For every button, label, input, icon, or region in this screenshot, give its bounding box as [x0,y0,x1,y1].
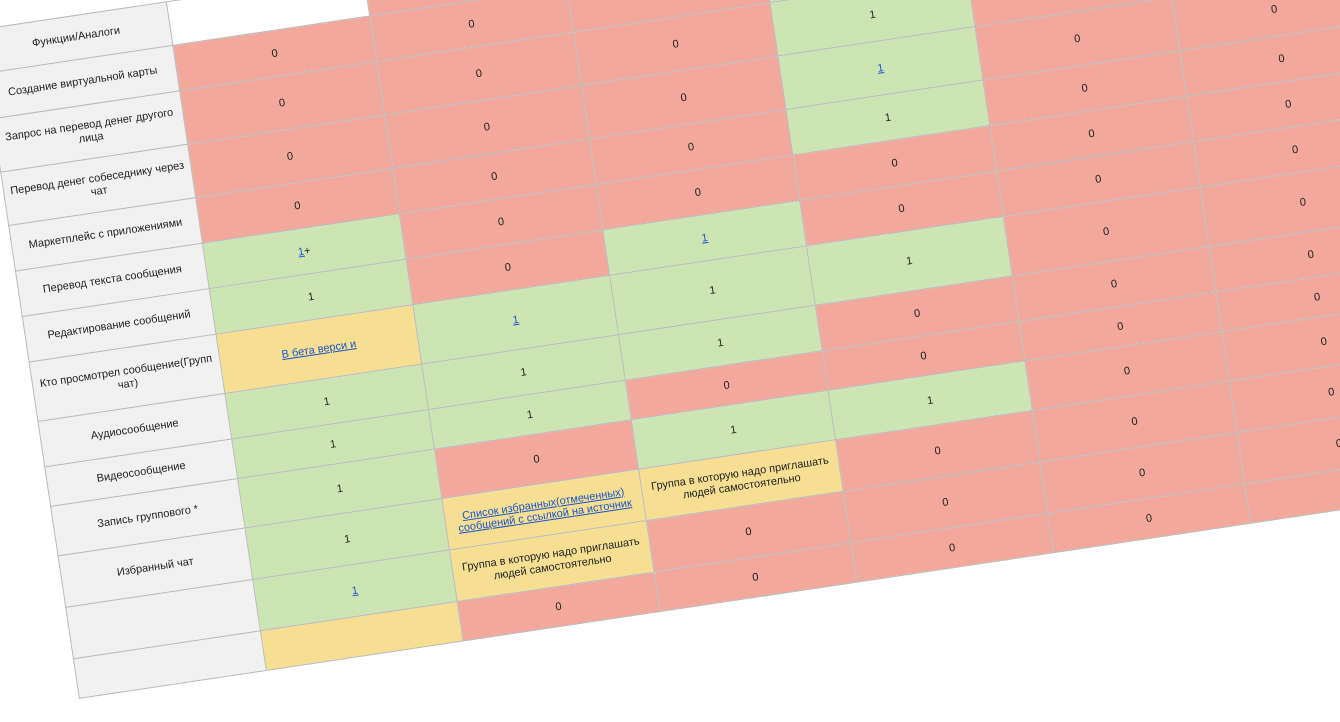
cell-value: 0 [1284,97,1293,111]
cell-value: 0 [1277,52,1286,66]
cell-value: 0 [948,541,957,555]
cell-value: 0 [532,452,541,466]
cell-link[interactable]: 1 [876,61,885,75]
cell-value: 1 [729,423,738,437]
cell-value: 0 [1145,511,1153,525]
cell-value: 0 [1130,414,1139,428]
cell-value: 0 [1080,81,1089,95]
cell-value: 1 [716,336,725,350]
cell-value: 1 [519,365,528,379]
cell-value: 0 [286,149,294,163]
cell-link[interactable]: 1 [351,584,359,597]
cell-value: 0 [1087,127,1096,140]
cell-link[interactable]: 1 [511,313,520,327]
cell-link[interactable]: 1 [700,231,709,245]
cell-value: 0 [897,202,906,215]
cell-value: 1 [329,437,337,451]
cell-value: 0 [751,570,760,584]
cell-value: 0 [890,156,899,170]
cell-value: 0 [503,260,512,274]
cell-value: 0 [1102,225,1111,238]
cell-value: 1 [322,395,331,408]
cell-value: 0 [1327,385,1336,399]
cell-suffix: + [303,244,312,258]
cell-value: 0 [1123,364,1131,378]
cell-value: 0 [1306,248,1315,261]
cell-value: 0 [1299,195,1307,209]
cell-value: 0 [270,46,279,60]
comparison-table: Функции/Аналоги00Создание виртуальной ка… [0,0,1340,699]
cell-value: 1 [868,8,877,21]
cell-value: 0 [1270,2,1279,16]
cell-value: 0 [722,378,731,392]
cell-value: 1 [926,393,935,407]
cell-link[interactable]: В бета верси и [280,337,357,361]
cell-value: 1 [883,111,892,124]
cell-value: 0 [467,17,476,31]
cell-value: 0 [490,169,499,183]
cell-value: 0 [664,0,672,1]
cell-value: 1 [335,482,344,495]
table-body: Функции/Аналоги00Создание виртуальной ка… [0,0,1340,699]
cell-value: 0 [482,120,491,134]
cell-value: 0 [497,215,505,229]
cell-value: 0 [1094,172,1103,186]
cell-value: 0 [693,185,702,199]
cell-value: 0 [1110,277,1118,291]
cell-value: 0 [744,525,753,538]
cell-value: 1 [307,290,315,304]
cell-value: 1 [905,254,914,268]
cell-value: 0 [687,140,695,154]
cell-value: 0 [671,37,680,51]
cell-value: 0 [933,444,942,458]
cell-value: 1 [343,532,352,546]
cell-value: 0 [679,91,688,104]
cell-value: 0 [919,349,928,363]
cell-value: 1 [708,283,717,297]
cell-value: 0 [554,600,563,613]
cell-value: 0 [474,67,483,80]
cell-value: 0 [1073,32,1082,45]
cell-value: 0 [1313,290,1322,304]
cell-value: 1 [525,408,534,422]
cell-value: 0 [1138,466,1147,480]
cell-value: 0 [913,306,922,320]
cell-value: 0 [1291,143,1300,156]
cell-value: 0 [278,96,286,110]
cell-value: 0 [1116,320,1125,333]
cell-value: 0 [1319,335,1328,348]
cell-value: 0 [1335,436,1340,450]
cell-value: 0 [293,199,302,213]
cell-value: 0 [941,495,950,509]
